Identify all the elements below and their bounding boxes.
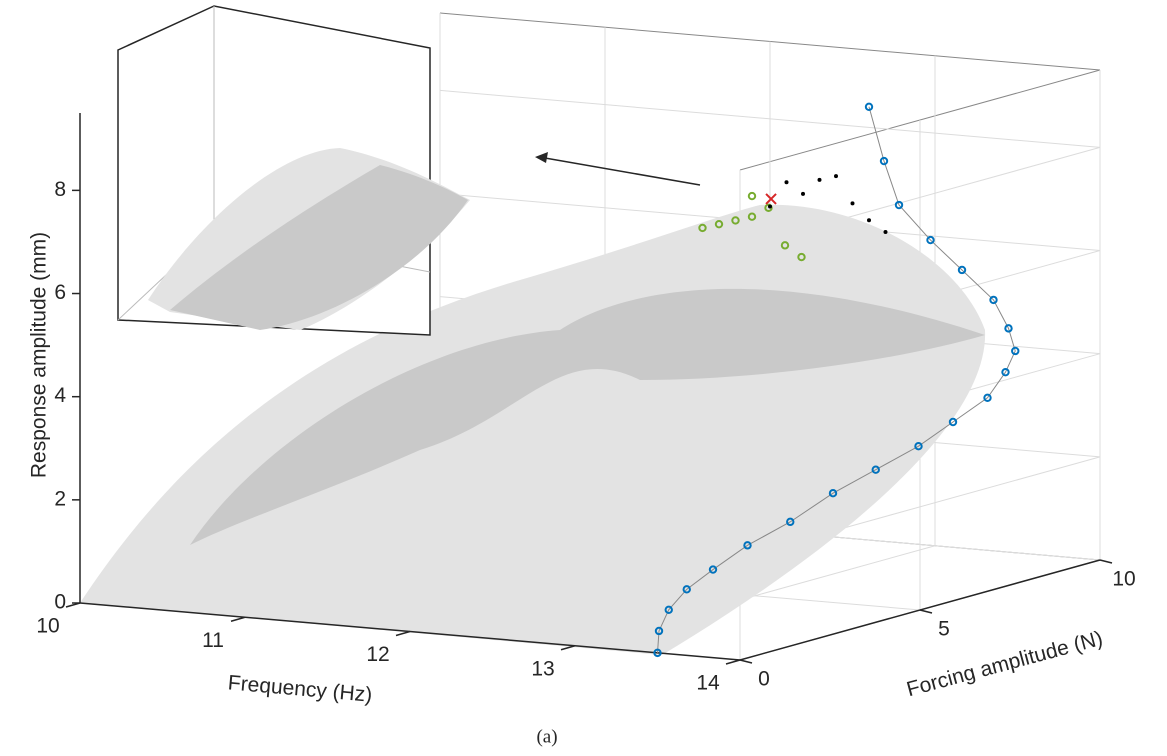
x-tick	[725, 659, 741, 665]
marker	[664, 605, 673, 614]
marker	[747, 212, 757, 221]
x-tick-label: 14	[696, 672, 720, 695]
z-tick-label: 8	[54, 178, 66, 201]
z-tick-label: 0	[54, 591, 66, 614]
marker	[698, 223, 707, 233]
series-line	[657, 106, 1016, 653]
surface	[80, 204, 986, 656]
z-tick-label: 2	[54, 487, 66, 510]
marker	[1004, 324, 1013, 333]
inset	[117, 5, 701, 336]
x-tick-label: 12	[366, 643, 389, 666]
x-tick-label: 13	[531, 657, 554, 680]
caption: (a)	[536, 726, 557, 747]
marker	[797, 252, 806, 262]
grid-line	[439, 89, 1101, 148]
marker	[817, 177, 822, 182]
marker	[1011, 346, 1020, 356]
marker	[682, 585, 691, 594]
x-tick-label: 10	[36, 615, 59, 638]
marker	[731, 216, 740, 225]
marker	[850, 201, 855, 206]
marker	[1001, 367, 1010, 377]
marker	[768, 204, 772, 209]
y-tick	[1099, 559, 1113, 564]
x-tick	[230, 616, 246, 622]
arrow	[544, 157, 701, 186]
marker	[894, 200, 904, 210]
y-tick-label: 5	[938, 618, 950, 641]
marker	[786, 517, 795, 527]
x-tick	[560, 645, 576, 651]
inset-surface-dark	[170, 165, 468, 330]
marker	[957, 265, 967, 275]
marker	[828, 489, 838, 498]
marker	[801, 191, 805, 196]
marker	[948, 417, 958, 427]
x-tick-label: 11	[202, 629, 224, 652]
marker	[784, 180, 789, 185]
marker	[653, 648, 662, 658]
marker	[765, 193, 777, 205]
marker	[867, 218, 871, 223]
z-axis-label: Response amplitude (mm)	[28, 232, 51, 478]
x-tick	[65, 602, 81, 608]
marker	[708, 565, 718, 574]
y-tick-label: 10	[1112, 568, 1135, 591]
marker	[983, 393, 992, 403]
surface-dark	[190, 288, 985, 545]
marker	[879, 156, 889, 166]
marker	[914, 442, 923, 451]
marker	[747, 191, 757, 201]
y-tick	[739, 659, 753, 664]
x-axis-label: Frequency (Hz)	[227, 671, 373, 707]
marker	[743, 541, 752, 550]
marker	[654, 626, 664, 636]
marker	[864, 102, 874, 111]
y-axis-label: Forcing amplitude (N)	[904, 627, 1105, 701]
y-tick-label: 0	[758, 668, 770, 691]
marker	[926, 235, 935, 245]
x-tick	[395, 630, 411, 637]
arrow-head	[535, 152, 548, 163]
marker	[834, 174, 838, 179]
marker	[883, 230, 888, 235]
marker	[780, 241, 790, 250]
marker	[764, 203, 773, 213]
z-tick-label: 6	[54, 281, 66, 304]
marker	[871, 465, 880, 474]
z-tick-label: 4	[54, 384, 66, 407]
marker	[714, 219, 724, 229]
y-tick	[919, 609, 933, 614]
marker	[989, 295, 998, 305]
